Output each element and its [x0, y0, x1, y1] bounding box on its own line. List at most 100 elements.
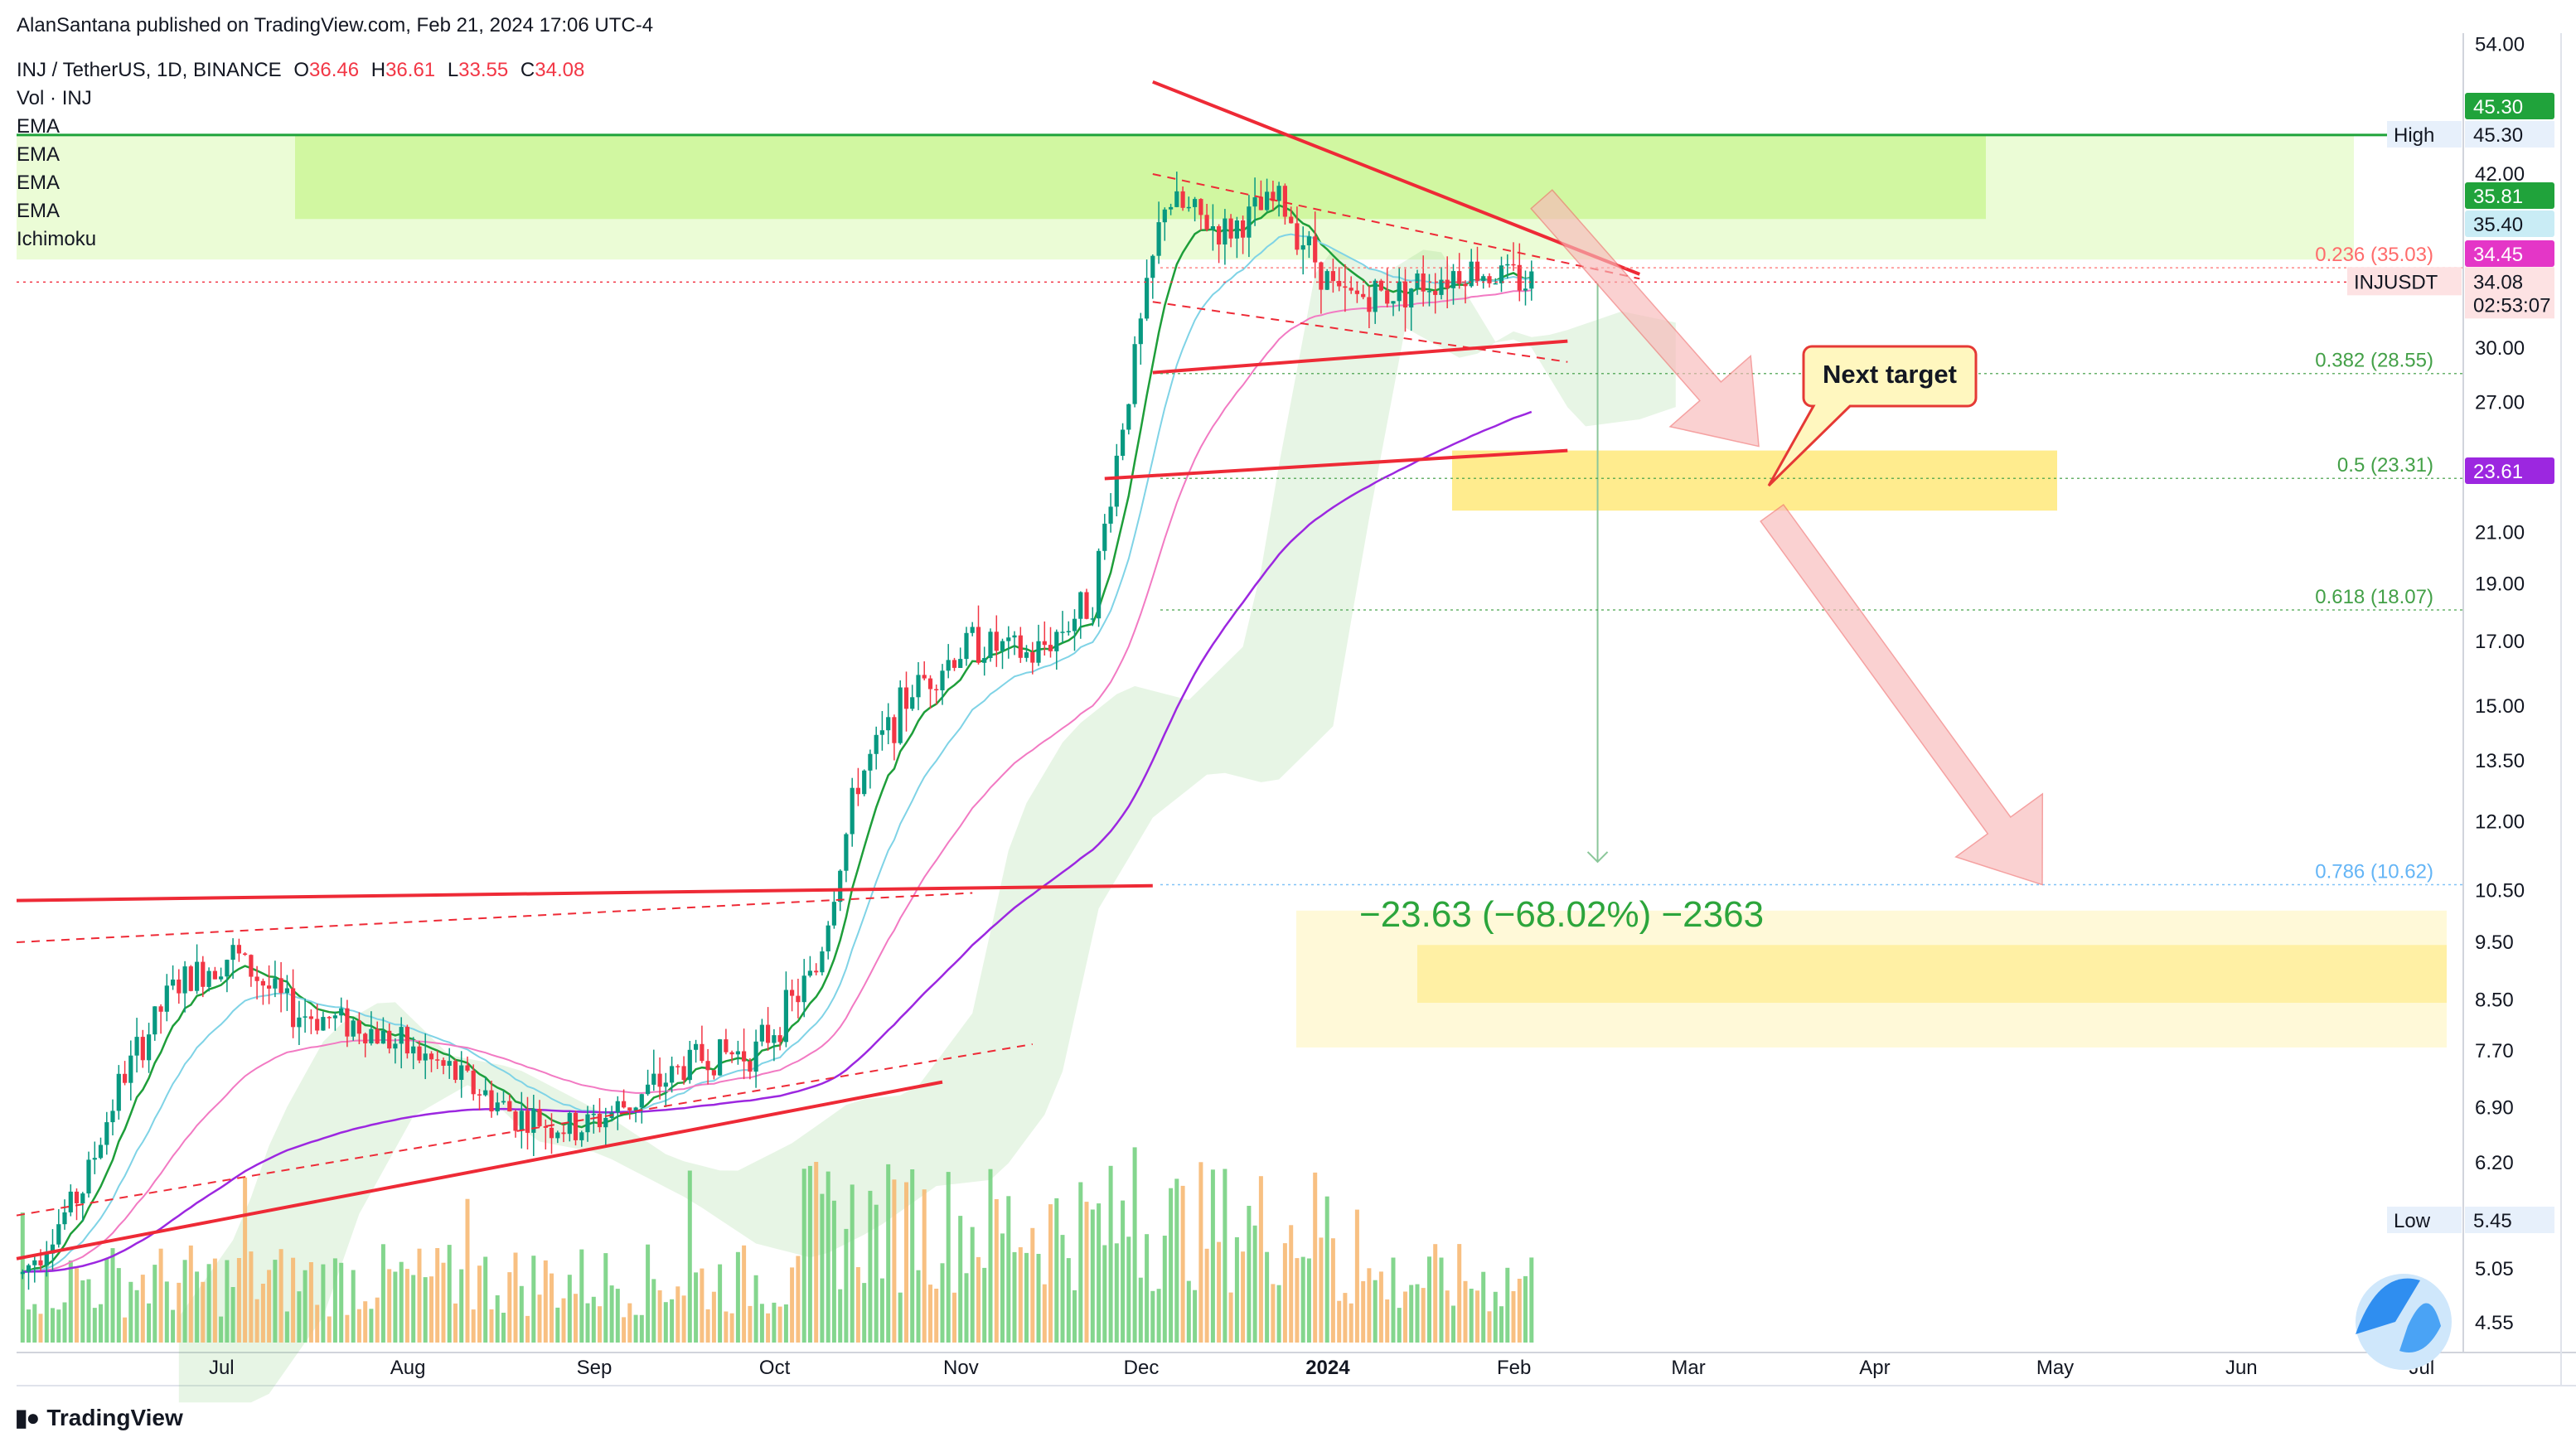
- candle-body: [790, 990, 795, 996]
- callout-shape: [1767, 345, 1978, 487]
- candle-body: [525, 1111, 530, 1133]
- volume-bar: [670, 1299, 675, 1343]
- price-tick-label: 42.00: [2475, 163, 2525, 186]
- volume-bar: [254, 1299, 259, 1343]
- triangle-upper-line: [1152, 80, 1641, 276]
- volume-bar: [531, 1256, 536, 1343]
- volume-bar: [273, 1260, 278, 1343]
- volume-bar: [537, 1294, 542, 1343]
- volume-bar: [700, 1268, 705, 1343]
- candle-body: [459, 1065, 464, 1080]
- tag-ema-mid-bg: [2465, 210, 2554, 237]
- volume-bar: [297, 1291, 302, 1343]
- candle-body: [855, 787, 860, 795]
- volume-bar: [1054, 1198, 1059, 1343]
- indicator-ema-1[interactable]: EMA: [17, 115, 61, 138]
- volume-bar: [694, 1272, 699, 1343]
- volume-bar: [879, 1278, 884, 1343]
- volume-bar: [946, 1172, 951, 1343]
- candle-body: [940, 670, 945, 690]
- indicator-ichimoku[interactable]: Ichimoku: [17, 228, 97, 250]
- volume-bar: [51, 1308, 55, 1343]
- candle-body: [801, 975, 806, 1003]
- ichimoku-cloud: [178, 249, 1676, 1403]
- candle-body: [886, 717, 891, 731]
- volume-bar: [501, 1313, 506, 1343]
- volume-bar: [1451, 1305, 1455, 1343]
- candle-body: [20, 1271, 25, 1275]
- volume-bar: [32, 1304, 37, 1343]
- volume-bar: [1228, 1292, 1233, 1343]
- next-target-callout[interactable]: Next target: [1767, 345, 1978, 487]
- volume-bar: [1313, 1172, 1318, 1343]
- volume-bar: [188, 1245, 193, 1343]
- candle-body: [1343, 286, 1348, 288]
- price-tick-label: 6.90: [2475, 1096, 2514, 1119]
- candle-body: [429, 1053, 434, 1060]
- candle-body: [591, 1113, 596, 1115]
- volume-bar: [465, 1198, 470, 1343]
- countdown-tag: 02:53:07: [2473, 294, 2550, 317]
- candle-body: [417, 1046, 422, 1061]
- candle-body: [1210, 226, 1215, 230]
- volume-bar: [38, 1314, 43, 1343]
- volume-bar: [777, 1306, 782, 1343]
- volume-bar: [435, 1248, 440, 1343]
- volume-bar: [1084, 1202, 1089, 1343]
- candle-body: [1265, 191, 1270, 210]
- indicator-vol[interactable]: Vol · INJ: [17, 87, 92, 109]
- tradingview-logo-icon: ▮●: [15, 1405, 40, 1430]
- candle-body: [1193, 199, 1198, 207]
- volume-bar: [212, 1258, 217, 1343]
- candle-body: [868, 753, 873, 771]
- volume-bar: [236, 1258, 241, 1343]
- volume-bar: [1108, 1165, 1113, 1343]
- candle-body: [297, 1017, 302, 1028]
- plot-area[interactable]: [17, 33, 2463, 1352]
- candle-body: [700, 1043, 705, 1062]
- indicator-ema-4[interactable]: EMA: [17, 200, 61, 222]
- tradingview-watermark[interactable]: ▮● TradingView: [15, 1404, 183, 1431]
- volume-bar: [772, 1302, 777, 1343]
- volume-bar: [351, 1270, 356, 1343]
- volume-bar: [459, 1269, 464, 1343]
- candle-body: [435, 1059, 440, 1061]
- candle-body: [1102, 523, 1107, 551]
- high-marker-label: High: [2394, 124, 2434, 147]
- price-tick-label: 21.00: [2475, 521, 2525, 544]
- volume-bar: [153, 1265, 157, 1343]
- volume-bar: [820, 1193, 825, 1343]
- candle-body: [537, 1109, 542, 1126]
- volume-bar: [598, 1306, 602, 1343]
- indicator-ema-3[interactable]: EMA: [17, 172, 61, 194]
- volume-bar: [850, 1184, 855, 1343]
- candle-body: [171, 980, 176, 986]
- candle-body: [332, 1015, 337, 1019]
- candle-body: [356, 1020, 361, 1034]
- volume-bar: [339, 1262, 344, 1343]
- volume-bar: [591, 1296, 596, 1343]
- volume-bar: [1193, 1290, 1198, 1343]
- volume-bar: [507, 1272, 512, 1343]
- candle-body: [1289, 216, 1294, 224]
- candle-body: [1042, 641, 1047, 646]
- volume-bar: [814, 1162, 819, 1343]
- candle-body: [898, 687, 903, 743]
- volume-bar: [27, 1309, 31, 1343]
- candle-body: [1463, 283, 1468, 287]
- candle-body: [26, 1265, 31, 1272]
- candle-body: [531, 1109, 536, 1133]
- publisher-line: AlanSantana published on TradingView.com…: [17, 14, 654, 36]
- volume-bar: [579, 1249, 584, 1343]
- volume-bar: [404, 1269, 409, 1343]
- volume-bar: [1204, 1248, 1209, 1343]
- candle-body: [1397, 281, 1402, 302]
- indicator-ema-2[interactable]: EMA: [17, 143, 61, 166]
- volume-bar: [278, 1249, 283, 1343]
- volume-bar: [874, 1204, 879, 1343]
- volume-bar: [1469, 1289, 1474, 1343]
- candle-body: [651, 1073, 656, 1085]
- symbol-line[interactable]: INJ / TetherUS, 1D, BINANCE O36.46 H36.6…: [17, 56, 584, 85]
- candle-body: [1198, 199, 1203, 215]
